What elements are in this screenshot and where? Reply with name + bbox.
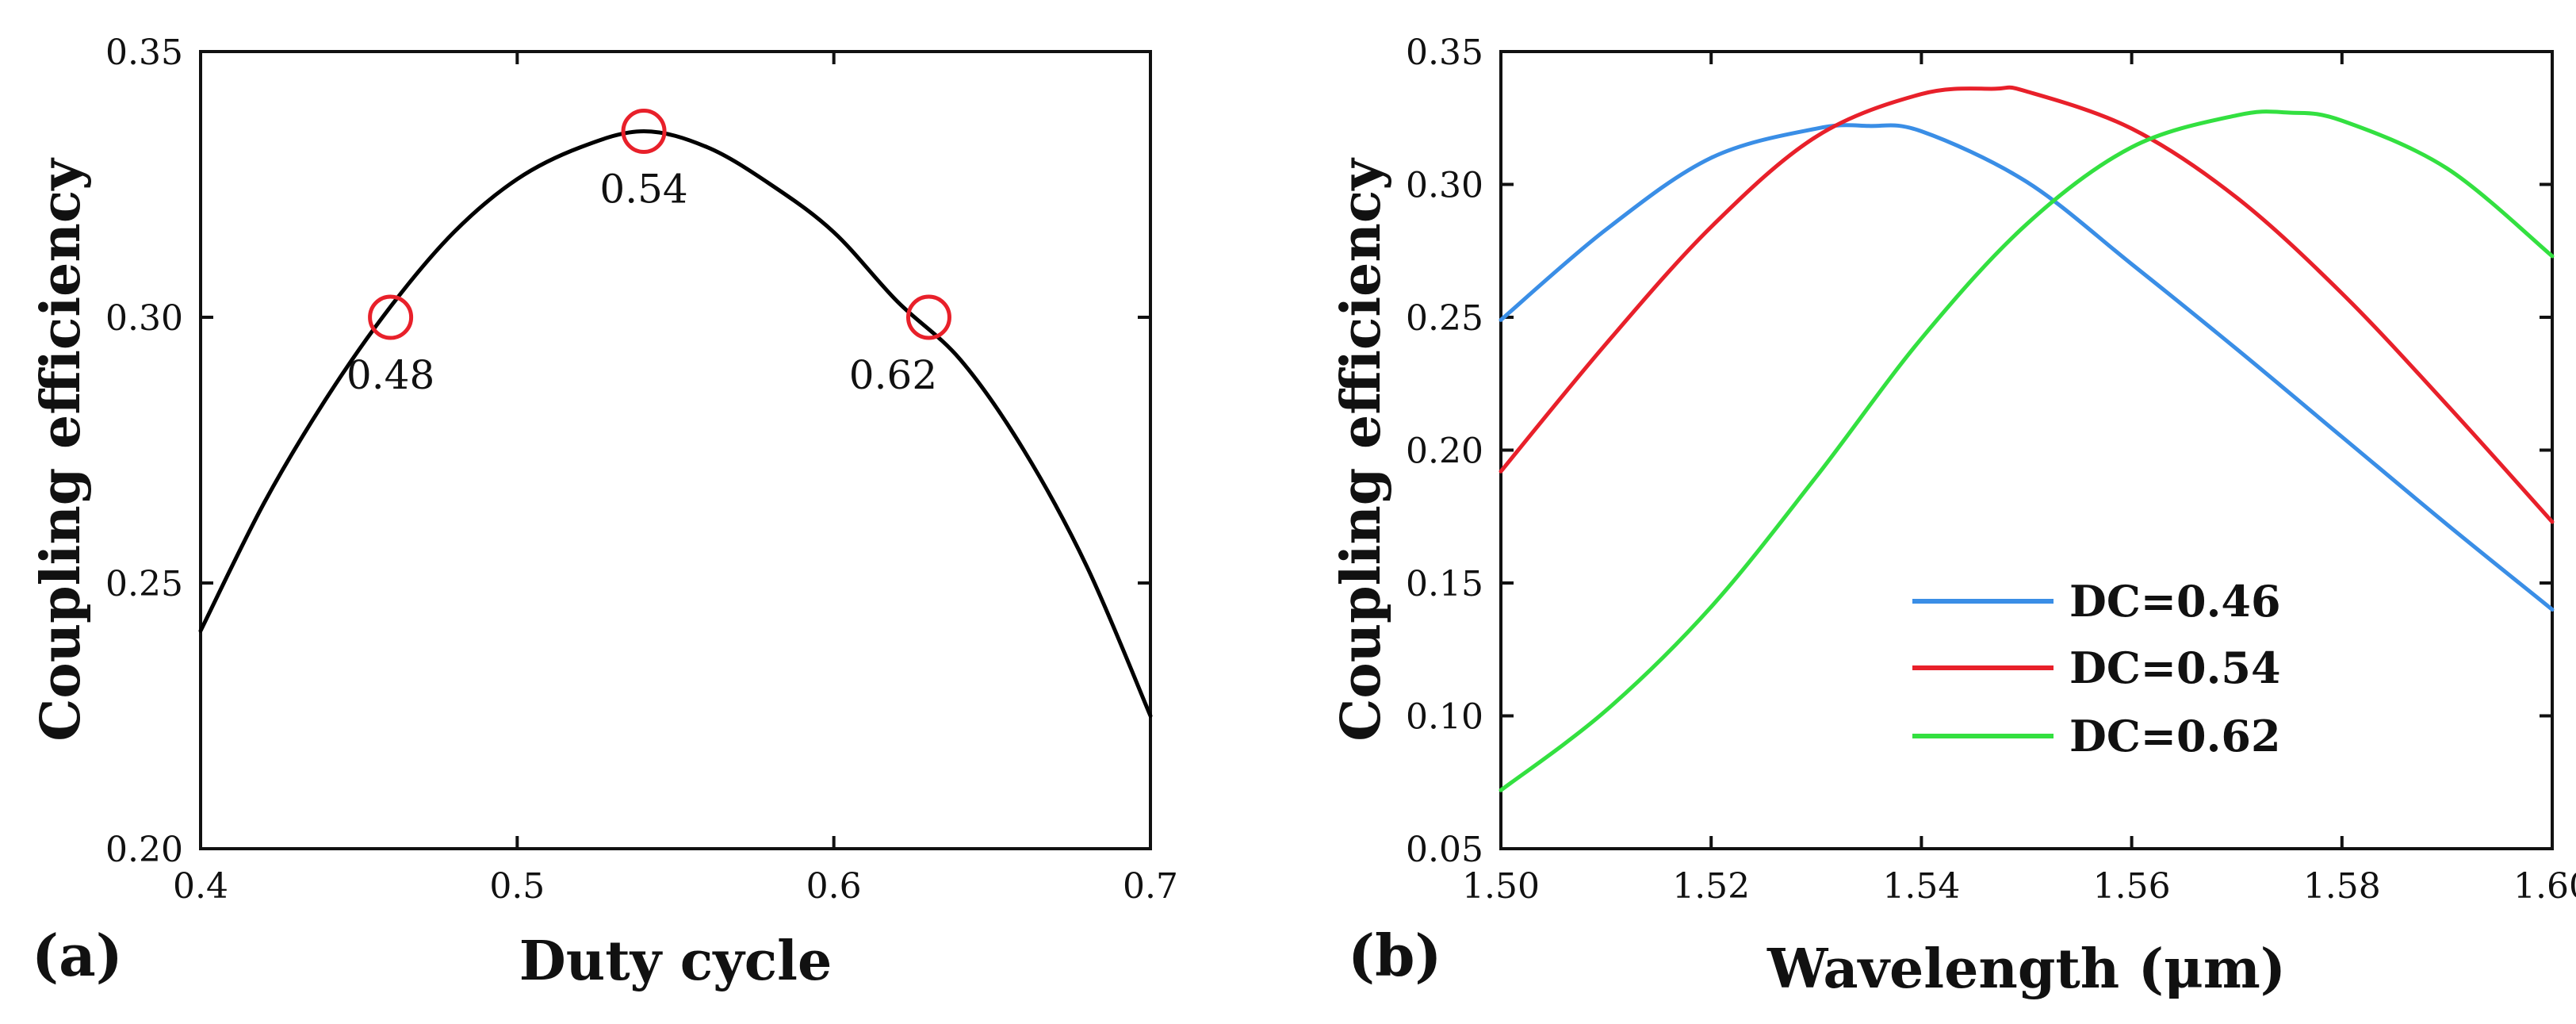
series-line-dc-0-62 <box>1499 109 2555 792</box>
legend-label: DC=0.62 <box>2069 711 2281 761</box>
series-line-ce-vs-duty-cycle <box>198 129 1153 718</box>
x-tick-label: 0.5 <box>489 866 545 907</box>
y-axis-title: Coupling efficiency <box>29 157 93 742</box>
highlight-marker <box>621 109 667 154</box>
x-axis-title: Duty cycle <box>519 930 832 993</box>
plot-frame <box>199 50 1152 850</box>
x-tick-label: 1.50 <box>1462 866 1540 907</box>
legend-label: DC=0.46 <box>2069 576 2281 627</box>
y-tick-label: 0.30 <box>1406 166 1483 206</box>
x-tick-label: 0.6 <box>806 866 862 907</box>
series-line-dc-0-54 <box>1499 85 2555 524</box>
highlight-marker <box>368 294 414 340</box>
x-tick-label: 0.4 <box>173 866 228 907</box>
y-tick-label: 0.20 <box>1406 431 1483 472</box>
y-tick-label: 0.25 <box>105 564 183 604</box>
y-tick-label: 0.35 <box>1406 33 1483 73</box>
x-tick-label: 1.54 <box>1882 866 1960 907</box>
y-tick-label: 0.20 <box>105 830 183 870</box>
y-axis-title: Coupling efficiency <box>1330 157 1393 742</box>
marker-label: 0.62 <box>849 352 937 398</box>
y-tick-label: 0.15 <box>1406 564 1483 604</box>
x-tick-label: 0.7 <box>1123 866 1178 907</box>
y-tick-label: 0.10 <box>1406 697 1483 738</box>
y-tick-label: 0.05 <box>1406 830 1483 870</box>
x-axis-title: Wavelength (μm) <box>1766 938 2286 1001</box>
series-line-dc-0-46 <box>1499 123 2555 612</box>
x-tick-label: 1.58 <box>2303 866 2381 907</box>
panel-a-duty-cycle-chart: 0.4 0.5 0.6 0.7 0.20 0.25 0.30 0.35 Duty cycle Co… <box>29 33 1178 993</box>
y-tick-label: 0.35 <box>105 33 183 73</box>
panel-b-wavelength-chart: 1.50 1.52 1.54 1.56 1.58 1.60 0.05 0.10 0.15 0.20… <box>1330 33 2576 1001</box>
x-tick-label: 1.56 <box>2093 866 2171 907</box>
x-tick-label: 1.52 <box>1672 866 1750 907</box>
y-tick-label: 0.25 <box>1406 298 1483 339</box>
marker-label: 0.48 <box>346 352 434 398</box>
highlight-marker <box>905 294 951 340</box>
legend-label: DC=0.54 <box>2069 642 2281 693</box>
panel-tag: (b) <box>1348 922 1441 989</box>
marker-label: 0.54 <box>599 167 687 213</box>
plot-frame <box>1499 50 2554 850</box>
y-tick-label: 0.30 <box>105 298 183 339</box>
x-tick-label: 1.60 <box>2513 866 2576 907</box>
panel-tag: (a) <box>32 922 123 989</box>
